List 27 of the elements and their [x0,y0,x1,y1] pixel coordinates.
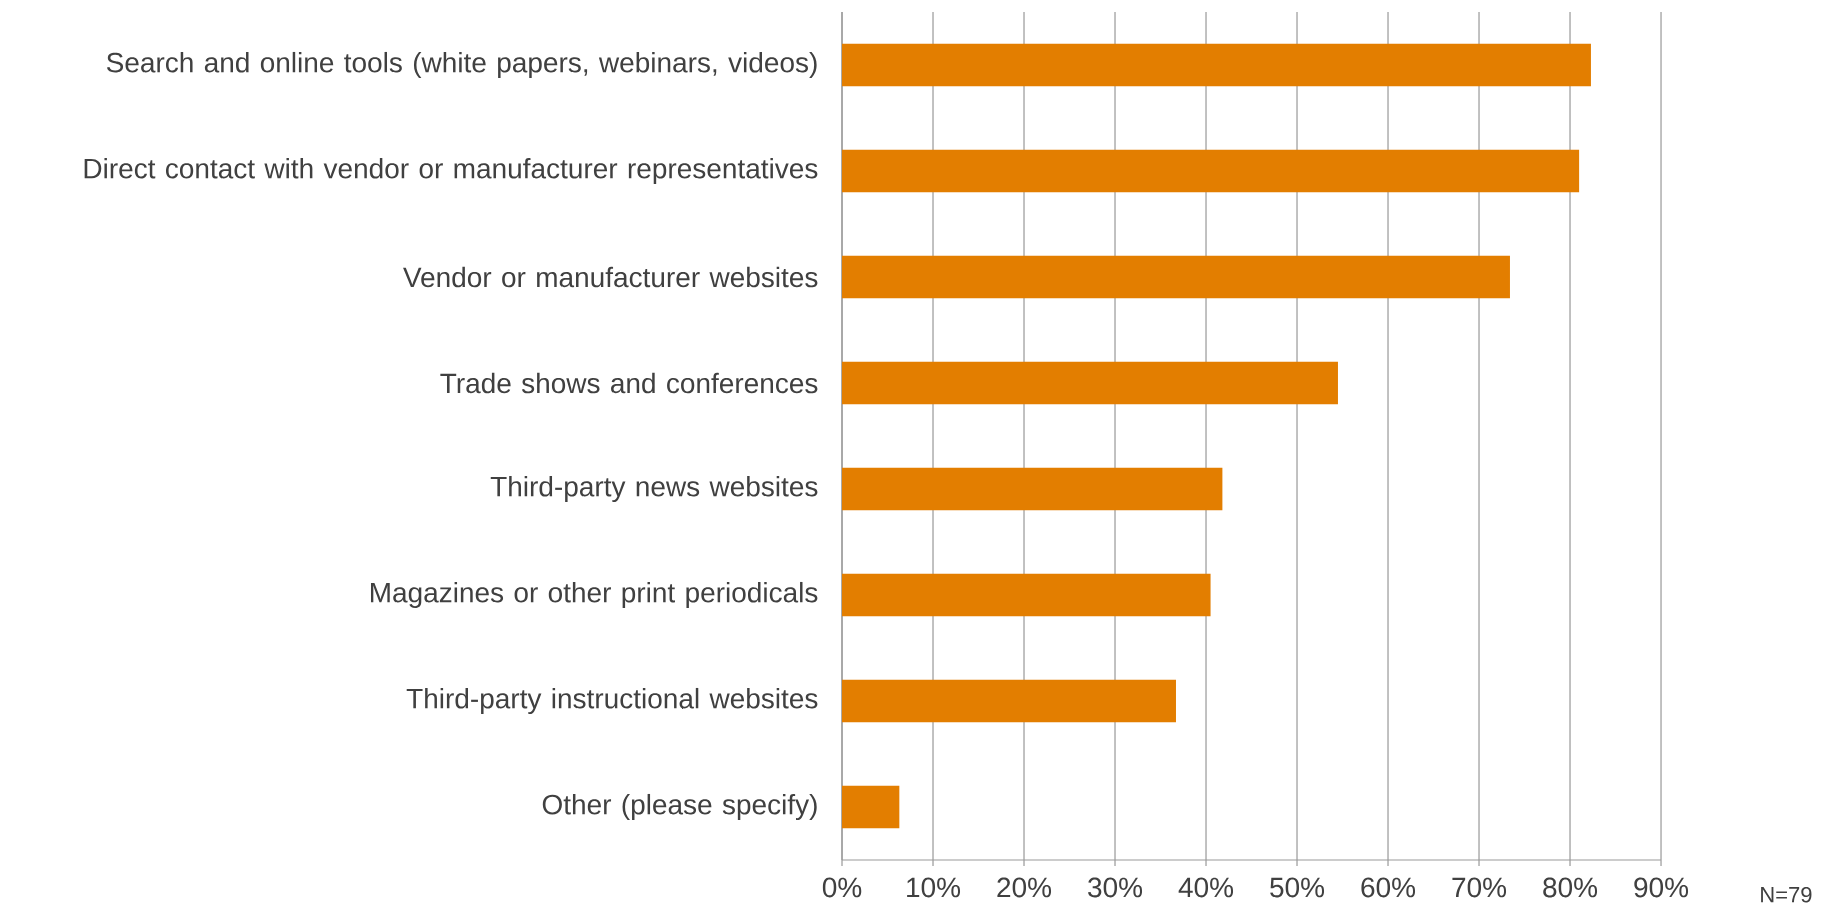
y-tick-label: Trade shows and conferences [440,372,818,394]
x-tick-label: 80% [1543,877,1598,898]
y-tick-label: Search and online tools (white papers, webinars, videos) [106,51,817,79]
bar [842,361,1338,405]
y-tick-label: Vendor or manufacturer websites [403,266,818,288]
bar [842,149,1580,193]
x-tick-label: 90% [1634,877,1689,898]
bar [842,467,1223,511]
x-tick-label: 30% [1088,877,1143,898]
x-tick-label: 20% [997,877,1052,898]
y-tick-label: Other (please specify) [542,793,817,821]
bar [842,785,900,829]
bar [842,573,1211,617]
x-tick-label: 70% [1452,877,1507,898]
bar [842,255,1510,299]
bar [842,679,1176,723]
x-tick-label: 40% [1178,877,1234,898]
y-tick-label: Third-party instructional websites [406,687,818,715]
y-tick-label: Direct contact with vendor or manufacturer representatives [84,157,818,185]
bar [842,43,1591,87]
y-tick-label: Magazines or other print periodicals [370,581,818,609]
y-tick-label: Third-party news websites [490,475,818,503]
x-tick-label: 50% [1270,877,1325,898]
x-tick-label: 10% [907,877,961,898]
x-tick-label: 60% [1361,877,1416,898]
text: N=79 [1761,886,1812,903]
x-tick-label: 0% [822,877,862,898]
